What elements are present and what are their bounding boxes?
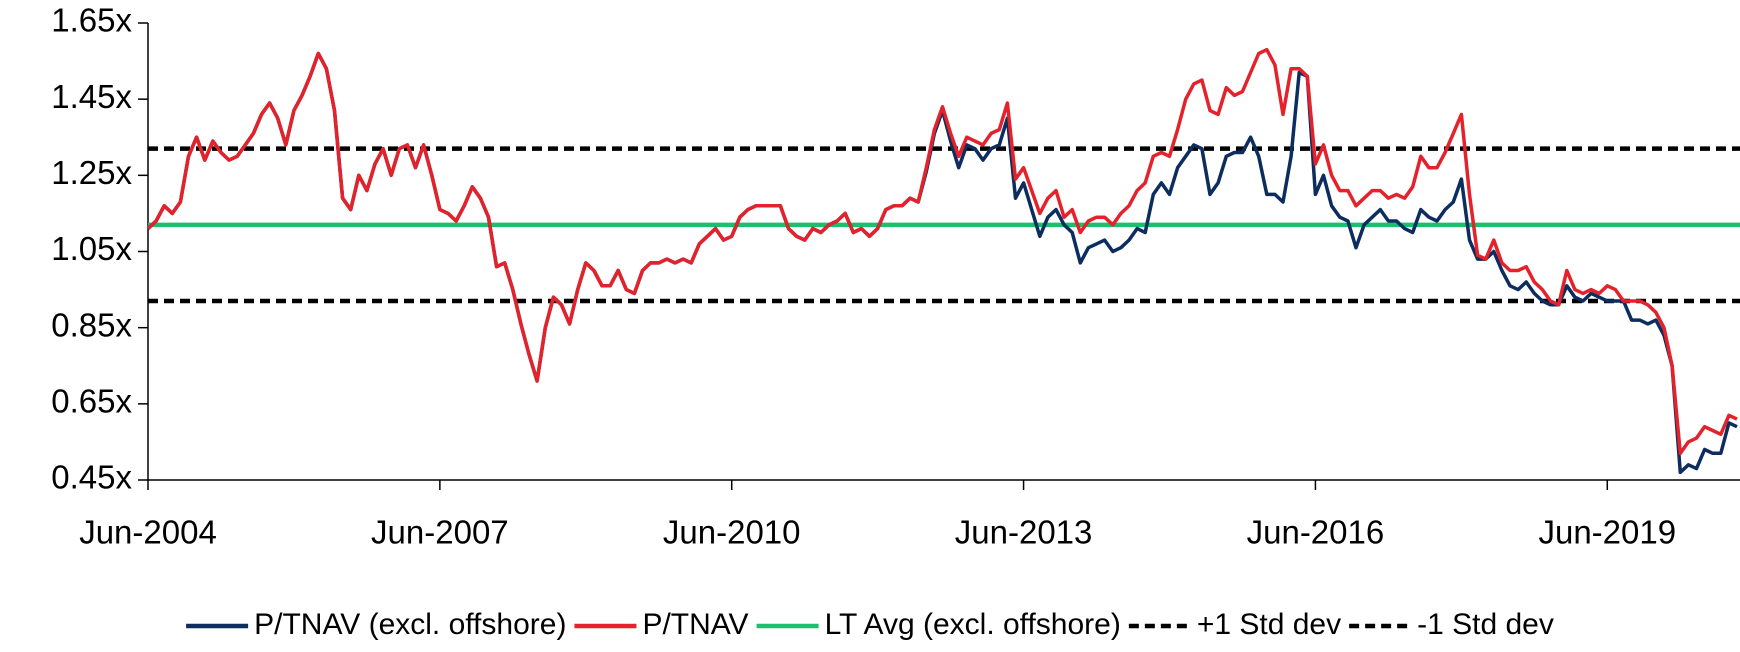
series-line (146, 47, 1738, 456)
y-tick-label: 1.25x (51, 154, 132, 191)
y-tick-label: 1.45x (51, 78, 132, 115)
legend: P/TNAV (excl. offshore) P/TNAV LT Avg (exc… (186, 608, 1554, 641)
y-tick-label: 0.85x (51, 306, 132, 343)
y-tick-label: 0.45x (51, 459, 132, 496)
legend-label: LT Avg (excl. offshore) (825, 608, 1121, 641)
x-tick-label: Jun-2007 (371, 514, 509, 551)
series-line (146, 51, 1738, 475)
y-tick-label: 1.65x (51, 2, 132, 39)
x-tick-label: Jun-2019 (1538, 514, 1676, 551)
legend-label: +1 Std dev (1197, 608, 1341, 641)
x-tick-label: Jun-2004 (79, 514, 217, 551)
y-tick-label: 1.05x (51, 230, 132, 267)
legend-label: P/TNAV (642, 608, 748, 641)
legend-label: -1 Std dev (1417, 608, 1554, 641)
x-tick-label: Jun-2013 (955, 514, 1093, 551)
x-tick-label: Jun-2016 (1247, 514, 1385, 551)
y-tick-label: 0.65x (51, 383, 132, 420)
x-tick-label: Jun-2010 (663, 514, 801, 551)
legend-label: P/TNAV (excl. offshore) (254, 608, 566, 641)
